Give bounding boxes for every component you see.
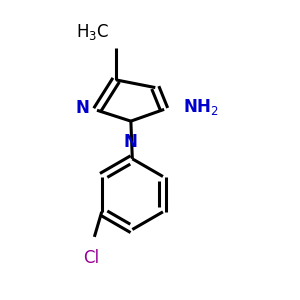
Text: H$_3$C: H$_3$C (76, 22, 109, 42)
Text: N: N (124, 133, 138, 151)
Text: Cl: Cl (83, 249, 100, 267)
Text: NH$_2$: NH$_2$ (183, 97, 219, 117)
Text: N: N (76, 99, 90, 117)
